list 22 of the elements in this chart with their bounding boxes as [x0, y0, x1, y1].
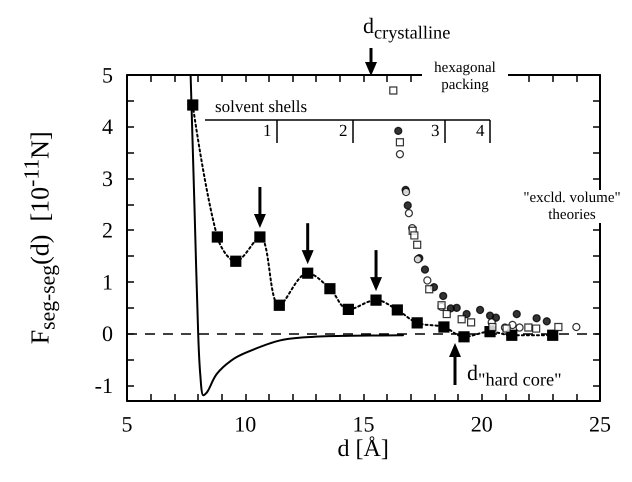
y-tick-label: 2	[102, 218, 113, 243]
annotation: hexagonal packing	[422, 60, 508, 93]
y-tick-label: 1	[102, 269, 113, 294]
y-tick-label: -1	[94, 372, 113, 398]
annotation: 2	[339, 121, 348, 141]
x-tick-label: 5	[122, 412, 132, 436]
text: d$_{crystalline}$	[363, 13, 450, 43]
annotation: solvent shells	[215, 97, 308, 117]
x-axis-title: d [Å]	[338, 436, 389, 462]
annotation: d$_{"hard core"}$	[467, 360, 562, 390]
y-tick-label: 4	[102, 114, 113, 140]
y-tick-label: 0	[102, 321, 113, 346]
y-tick-label: 3	[102, 166, 113, 191]
annotation: "excld. volume" theories	[515, 190, 629, 223]
annotation: 1	[263, 121, 272, 141]
x-tick-label: 25	[589, 412, 611, 436]
y-tick-label: 5	[102, 62, 113, 88]
annotation: 3	[431, 121, 440, 141]
annotation: 4	[476, 121, 484, 141]
x-tick-label: 10	[234, 412, 256, 436]
x-tick-label: 20	[470, 412, 493, 436]
x-tick-label: 15	[352, 412, 374, 436]
